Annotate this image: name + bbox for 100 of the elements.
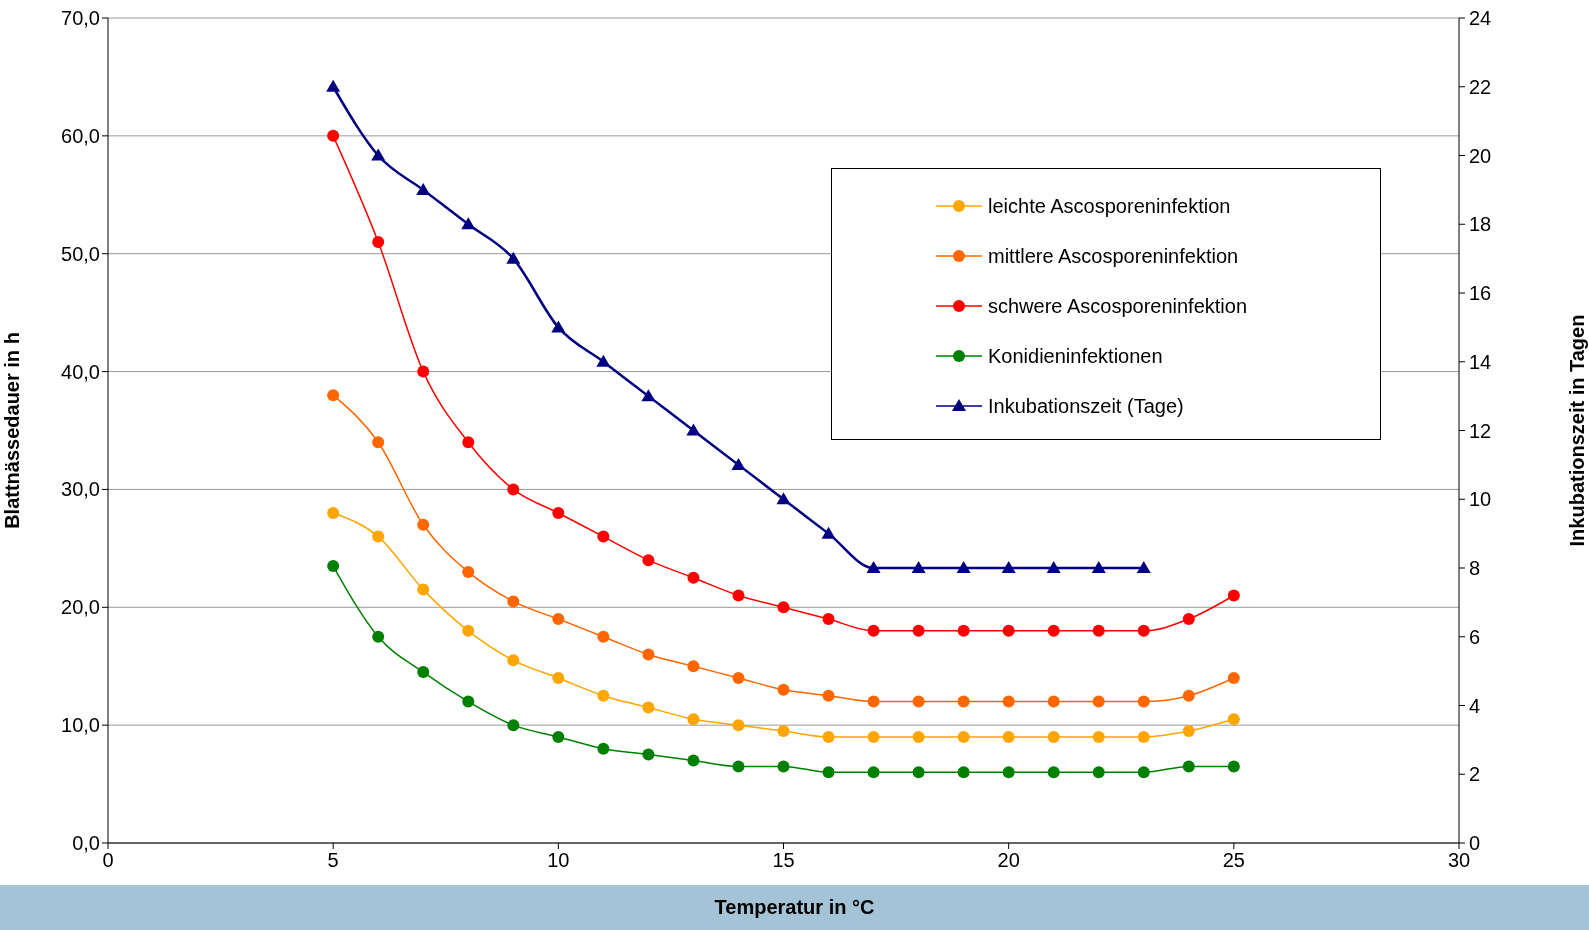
point (777, 601, 790, 614)
point (867, 766, 880, 779)
point (642, 701, 655, 714)
point (687, 660, 700, 673)
point (326, 79, 341, 92)
point (957, 695, 970, 708)
point (912, 730, 925, 743)
legend-label: mittlere Ascosporeninfektion (988, 244, 1239, 268)
point (372, 436, 385, 449)
y-tick-label: 50,0 (61, 242, 100, 265)
point (597, 630, 610, 643)
point (417, 365, 430, 378)
y2-tick-label: 14 (1469, 350, 1492, 373)
point (1227, 589, 1240, 602)
legend-label: schwere Ascosporeninfektion (988, 294, 1248, 318)
point (417, 583, 430, 596)
point (956, 561, 971, 573)
y2-tick-label: 12 (1469, 419, 1492, 442)
point (1137, 730, 1150, 743)
point (1092, 695, 1105, 708)
point (417, 518, 430, 531)
point (462, 695, 475, 708)
point (957, 766, 970, 779)
point (642, 554, 655, 567)
point (552, 507, 565, 519)
point (1091, 561, 1106, 573)
legend-label: Inkubationszeit (Tage) (988, 394, 1184, 418)
point (912, 766, 925, 779)
point (551, 320, 566, 333)
point (1182, 689, 1195, 702)
point (462, 565, 475, 578)
point (1182, 613, 1195, 626)
point (552, 730, 565, 743)
y-tick-label: 30,0 (61, 478, 100, 501)
point (822, 766, 835, 779)
point (1137, 624, 1150, 637)
point (372, 235, 385, 248)
point (1227, 713, 1240, 726)
point (1047, 766, 1060, 779)
y2-tick-label: 6 (1469, 625, 1481, 648)
point (327, 129, 340, 142)
point (776, 492, 791, 505)
point (597, 689, 610, 702)
point (821, 526, 836, 539)
point (1001, 561, 1016, 573)
point (687, 713, 700, 726)
point (732, 719, 745, 732)
point (686, 423, 701, 436)
point (957, 624, 970, 637)
point (822, 613, 835, 626)
y-tick-label: 10,0 (61, 714, 100, 737)
y-axis-title: Blattnässedauer in h (1, 332, 24, 529)
y2-tick-label: 22 (1469, 75, 1492, 98)
point (597, 530, 610, 543)
point (552, 672, 565, 684)
point (731, 457, 746, 470)
y2-tick-label: 10 (1469, 488, 1492, 511)
point (552, 613, 565, 626)
y2-tick-label: 0 (1469, 832, 1481, 854)
point (1137, 695, 1150, 708)
y-tick-label: 20,0 (61, 596, 100, 619)
point (1092, 624, 1105, 637)
point (1002, 766, 1015, 779)
point (957, 730, 970, 743)
point (642, 748, 655, 761)
x-tick-label: 15 (772, 849, 795, 871)
point (597, 742, 610, 755)
point (777, 725, 790, 738)
y2-tick-label: 4 (1469, 694, 1481, 717)
point (416, 182, 431, 195)
point (822, 689, 835, 702)
point (1137, 766, 1150, 779)
point (372, 530, 385, 543)
point (822, 730, 835, 743)
point (687, 571, 700, 584)
x-tick-label: 0 (102, 849, 114, 871)
point (506, 251, 521, 264)
point (507, 719, 520, 732)
x-tick-label: 5 (327, 849, 339, 871)
point (867, 730, 880, 743)
point (327, 389, 340, 402)
y2-tick-label: 8 (1469, 557, 1481, 579)
point (372, 630, 385, 643)
point (732, 589, 745, 602)
point (1182, 725, 1195, 738)
point (1047, 730, 1060, 743)
point (867, 624, 880, 637)
point (912, 624, 925, 637)
point (732, 672, 745, 684)
point (1227, 672, 1240, 684)
point (507, 483, 520, 496)
point (461, 217, 476, 230)
y-tick-label: 40,0 (61, 360, 100, 383)
point (777, 760, 790, 773)
point (641, 389, 656, 402)
y2-tick-label: 24 (1469, 7, 1492, 29)
point (732, 760, 745, 773)
point (462, 436, 475, 449)
point (1092, 730, 1105, 743)
point (462, 624, 475, 637)
